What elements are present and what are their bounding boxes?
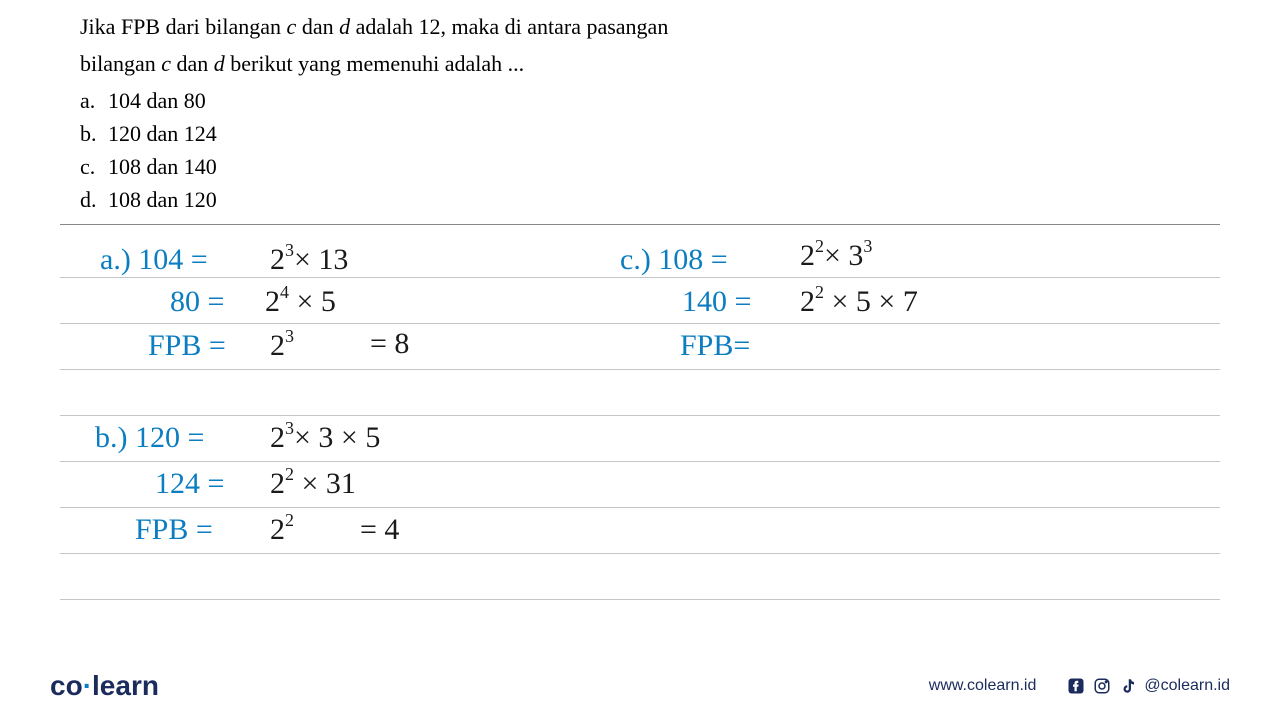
logo-dot-icon: · bbox=[83, 670, 92, 701]
handwriting-c-140: 140 = bbox=[682, 287, 751, 317]
var-c: c bbox=[287, 14, 297, 39]
text: Jika FPB dari bilangan bbox=[80, 14, 287, 39]
handwriting-b-124: 124 = bbox=[155, 469, 224, 499]
ruled-line bbox=[60, 415, 1220, 416]
footer: co·learn www.colearn.id @colearn.id bbox=[0, 670, 1280, 702]
ruled-line bbox=[60, 277, 1220, 278]
handwriting-c-108-fact: 22× 33 bbox=[800, 239, 872, 271]
handwriting-a-fpb-eq: = 8 bbox=[370, 329, 409, 359]
options-list: a.104 dan 80b.120 dan 124c.108 dan 140d.… bbox=[80, 84, 1200, 216]
option-letter: a. bbox=[80, 84, 108, 117]
ruled-line bbox=[60, 369, 1220, 370]
ruled-line bbox=[60, 461, 1220, 462]
handwriting-c-140-fact: 22 × 5 × 7 bbox=[800, 285, 918, 317]
handwriting-c-fpb: FPB= bbox=[680, 331, 750, 361]
handwriting-b-fpb: FPB = bbox=[135, 515, 213, 545]
option-text: 104 dan 80 bbox=[108, 88, 206, 113]
option-letter: c. bbox=[80, 150, 108, 183]
option-text: 120 dan 124 bbox=[108, 121, 217, 146]
var-d: d bbox=[214, 51, 225, 76]
logo-co: co bbox=[50, 670, 83, 701]
question-line-2: bilangan c dan d berikut yang memenuhi a… bbox=[80, 47, 1200, 80]
option-item: c.108 dan 140 bbox=[80, 150, 1200, 183]
ruled-line bbox=[60, 507, 1220, 508]
var-d: d bbox=[339, 14, 350, 39]
text: bilangan bbox=[80, 51, 161, 76]
ruled-line bbox=[60, 599, 1220, 600]
handwriting-b-120-fact: 23× 3 × 5 bbox=[270, 421, 380, 453]
question-block: Jika FPB dari bilangan c dan d adalah 12… bbox=[0, 0, 1280, 216]
option-letter: b. bbox=[80, 117, 108, 150]
handwriting-area: a.) 104 = 23× 13 80 = 24 × 5 FPB = 23 = 8 c.) 1… bbox=[60, 225, 1220, 605]
text: berikut yang memenuhi adalah ... bbox=[225, 51, 524, 76]
handwriting-a-80: 80 = bbox=[170, 287, 224, 317]
tiktok-icon bbox=[1118, 676, 1138, 696]
handwriting-a-104-fact: 23× 13 bbox=[270, 243, 348, 275]
question-line-1: Jika FPB dari bilangan c dan d adalah 12… bbox=[80, 10, 1200, 43]
handwriting-a-fpb-val: 23 bbox=[270, 329, 294, 361]
option-text: 108 dan 140 bbox=[108, 154, 217, 179]
social-handle: @colearn.id bbox=[1144, 677, 1230, 695]
option-letter: d. bbox=[80, 183, 108, 216]
text: adalah 12, maka di antara pasangan bbox=[350, 14, 668, 39]
ruled-line bbox=[60, 323, 1220, 324]
option-item: b.120 dan 124 bbox=[80, 117, 1200, 150]
option-text: 108 dan 120 bbox=[108, 187, 217, 212]
text: dan bbox=[171, 51, 214, 76]
var-c: c bbox=[161, 51, 171, 76]
handwriting-c-label: c.) 108 = bbox=[620, 245, 728, 275]
handwriting-b-124-fact: 22 × 31 bbox=[270, 467, 356, 499]
ruled-line bbox=[60, 553, 1220, 554]
logo: co·learn bbox=[50, 670, 159, 702]
logo-learn: learn bbox=[92, 670, 159, 701]
handwriting-a-fpb: FPB = bbox=[148, 331, 226, 361]
option-item: d.108 dan 120 bbox=[80, 183, 1200, 216]
text: dan bbox=[296, 14, 339, 39]
social-block: @colearn.id bbox=[1066, 676, 1230, 696]
instagram-icon bbox=[1092, 676, 1112, 696]
facebook-icon bbox=[1066, 676, 1086, 696]
handwriting-b-label: b.) 120 = bbox=[95, 423, 204, 453]
footer-url: www.colearn.id bbox=[929, 677, 1037, 695]
handwriting-a-label: a.) 104 = bbox=[100, 245, 208, 275]
handwriting-a-80-fact: 24 × 5 bbox=[265, 285, 336, 317]
option-item: a.104 dan 80 bbox=[80, 84, 1200, 117]
handwriting-b-fpb-eq: = 4 bbox=[360, 515, 399, 545]
handwriting-b-fpb-val: 22 bbox=[270, 513, 294, 545]
